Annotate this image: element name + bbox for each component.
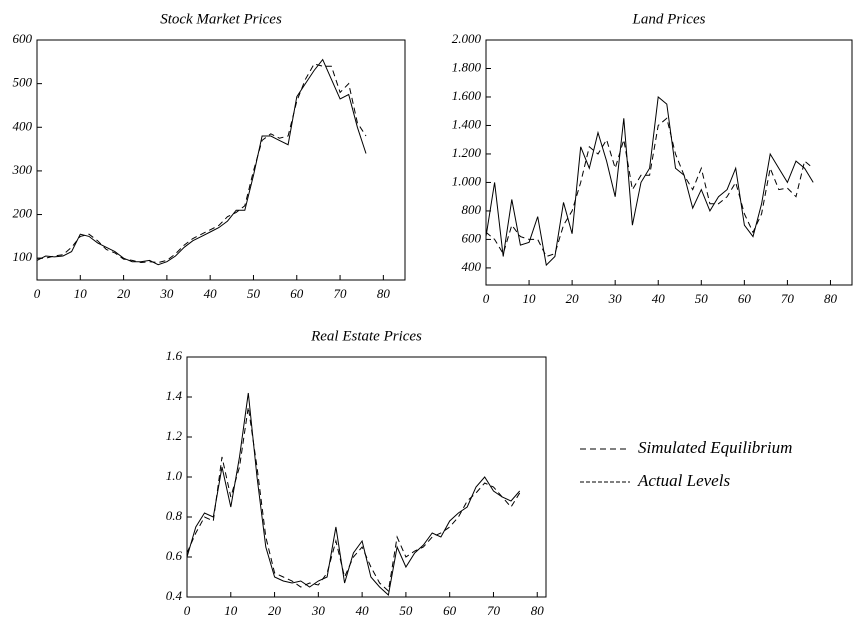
series-line <box>37 63 367 264</box>
plot-frame <box>485 39 853 286</box>
y-tick-label: 300 <box>12 162 33 177</box>
x-tick-label: 0 <box>483 291 490 306</box>
x-tick-label: 80 <box>824 291 838 306</box>
y-tick-label: 100 <box>13 249 33 264</box>
x-tick-label: 30 <box>311 603 326 618</box>
series-line <box>186 392 521 596</box>
x-tick-label: 50 <box>399 603 413 618</box>
x-tick-label: 10 <box>224 603 238 618</box>
x-tick-label: 70 <box>781 291 795 306</box>
x-tick-label: 70 <box>334 286 348 301</box>
y-tick-label: 400 <box>13 118 33 133</box>
y-tick-label: 600 <box>13 31 33 46</box>
y-tick-label: 0.8 <box>166 508 183 523</box>
y-tick-label: 1.200 <box>452 145 482 160</box>
x-tick-label: 20 <box>117 286 131 301</box>
series-line <box>36 58 367 266</box>
chart-title: Land Prices <box>632 11 706 27</box>
series-line <box>485 96 814 267</box>
legend-label: Actual Levels <box>637 471 730 490</box>
series-line <box>485 117 814 258</box>
y-tick-label: 1.0 <box>166 468 183 483</box>
x-tick-label: 50 <box>695 291 709 306</box>
x-tick-label: 10 <box>74 286 88 301</box>
x-tick-label: 80 <box>377 286 391 301</box>
x-tick-label: 60 <box>443 603 457 618</box>
y-tick-label: 1.4 <box>166 388 183 403</box>
x-tick-label: 50 <box>247 286 261 301</box>
series-line <box>186 406 521 592</box>
y-tick-label: 800 <box>462 202 482 217</box>
y-tick-label: 0.6 <box>166 548 183 563</box>
y-tick-label: 0.4 <box>166 588 183 603</box>
x-tick-label: 70 <box>487 603 501 618</box>
y-tick-label: 1.400 <box>452 116 482 131</box>
x-tick-label: 30 <box>159 286 174 301</box>
plot-frame <box>36 39 406 281</box>
x-tick-label: 40 <box>204 286 218 301</box>
x-tick-label: 60 <box>290 286 304 301</box>
x-tick-label: 80 <box>531 603 545 618</box>
x-tick-label: 30 <box>608 291 623 306</box>
y-tick-label: 2.000 <box>452 31 482 46</box>
y-tick-label: 1.600 <box>452 88 482 103</box>
x-tick-label: 0 <box>34 286 41 301</box>
chart-title: Stock Market Prices <box>160 11 282 27</box>
x-tick-label: 40 <box>356 603 370 618</box>
y-tick-label: 600 <box>462 230 482 245</box>
y-tick-label: 500 <box>13 75 33 90</box>
y-tick-label: 400 <box>462 259 482 274</box>
y-tick-label: 1.2 <box>166 428 183 443</box>
x-tick-label: 20 <box>268 603 282 618</box>
x-tick-label: 10 <box>523 291 537 306</box>
x-tick-label: 0 <box>184 603 191 618</box>
y-tick-label: 1.800 <box>452 59 482 74</box>
chart-title: Real Estate Prices <box>310 328 422 344</box>
x-tick-label: 40 <box>652 291 666 306</box>
y-tick-label: 1.000 <box>452 173 482 188</box>
legend-label: Simulated Equilibrium <box>638 438 792 457</box>
x-tick-label: 60 <box>738 291 752 306</box>
y-tick-label: 1.6 <box>166 348 183 363</box>
y-tick-label: 200 <box>13 206 33 221</box>
x-tick-label: 20 <box>566 291 580 306</box>
